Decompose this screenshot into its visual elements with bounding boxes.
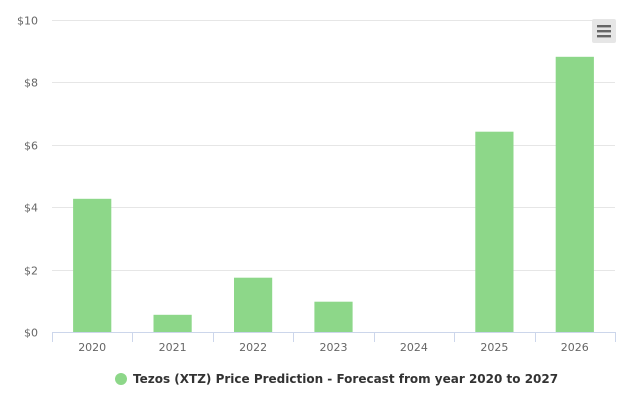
y-tick-label: $8 — [24, 77, 38, 90]
grid-lines — [52, 20, 615, 271]
bar-2020[interactable] — [73, 198, 112, 332]
context-menu-button[interactable] — [592, 19, 616, 43]
bar-2023[interactable] — [314, 301, 353, 332]
x-tick-label: 2024 — [400, 341, 428, 354]
x-axis-ticks: 2020 2021 2022 2023 2024 2025 2026 — [78, 341, 589, 354]
bar-2022[interactable] — [234, 277, 273, 332]
legend[interactable]: Tezos (XTZ) Price Prediction - Forecast … — [115, 372, 558, 386]
legend-symbol[interactable] — [115, 373, 127, 385]
axes — [52, 332, 616, 342]
x-tick-label: 2026 — [561, 341, 589, 354]
y-tick-label: $4 — [24, 202, 38, 215]
y-tick-label: $2 — [24, 265, 38, 278]
x-tick-label: 2020 — [78, 341, 106, 354]
x-tick-label: 2023 — [320, 341, 348, 354]
legend-item-label[interactable]: Tezos (XTZ) Price Prediction - Forecast … — [133, 372, 558, 386]
bar-2025[interactable] — [475, 131, 514, 332]
y-tick-label: $0 — [24, 327, 38, 340]
bar-2026[interactable] — [555, 56, 594, 333]
x-tick-label: 2022 — [239, 341, 267, 354]
bars — [73, 56, 594, 333]
x-tick-label: 2021 — [159, 341, 187, 354]
hamburger-menu-icon[interactable] — [597, 25, 611, 38]
bar-2021[interactable] — [153, 314, 192, 332]
y-axis-ticks: $0 $2 $4 $6 $8 $10 — [17, 15, 38, 340]
x-tick-label: 2025 — [480, 341, 508, 354]
y-tick-label: $10 — [17, 15, 38, 28]
y-tick-label: $6 — [24, 140, 38, 153]
